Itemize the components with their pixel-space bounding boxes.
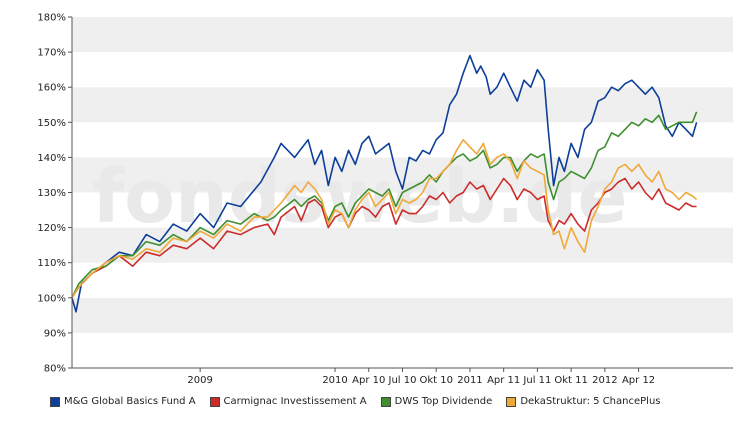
legend-label: M&G Global Basics Fund A xyxy=(64,396,196,407)
x-tick-label: Apr 10 xyxy=(352,375,385,386)
y-axis-ticks: 80% 90% 100% 110% 120% 130% 140% 150% 160% 170% 18… xyxy=(37,13,72,375)
x-tick-label: Okt 10 xyxy=(419,375,453,386)
series-line-3 xyxy=(71,111,698,299)
legend-swatch xyxy=(50,396,60,407)
grid-band xyxy=(72,122,733,158)
x-tick-label: 2011 xyxy=(457,375,482,386)
y-tick-label: 150% xyxy=(37,118,66,129)
series-line-2 xyxy=(71,177,697,299)
grid-band xyxy=(72,262,733,298)
x-tick-label: Apr 12 xyxy=(622,375,655,386)
legend-swatch xyxy=(209,396,220,407)
y-tick-label: 180% xyxy=(37,13,66,24)
x-tick-label: Jul 11 xyxy=(522,375,551,386)
legend-swatch xyxy=(506,396,517,407)
y-tick-label: 130% xyxy=(37,188,66,199)
y-tick-label: 120% xyxy=(37,223,66,234)
x-tick-label: Apr 11 xyxy=(487,375,520,386)
x-axis-ticks: 2009 2010 Apr 10 Jul 10 Okt 10 2011 Apr 11 Jul … xyxy=(187,368,655,386)
y-tick-label: 80% xyxy=(44,364,66,375)
series-line-4 xyxy=(71,139,698,299)
series-line-1 xyxy=(71,54,698,313)
y-tick-label: 110% xyxy=(37,258,66,269)
grid-band xyxy=(72,17,733,53)
x-tick-label: 2010 xyxy=(322,375,347,386)
legend-label: DekaStruktur: 5 ChancePlus xyxy=(520,396,661,407)
y-tick-label: 90% xyxy=(44,328,66,339)
legend-item-1: M&G Global Basics Fund A xyxy=(50,396,196,407)
legend-label: Carmignac Investissement A xyxy=(223,396,367,407)
legend-swatch xyxy=(380,396,391,407)
y-tick-label: 100% xyxy=(37,293,66,304)
grid-band xyxy=(72,332,733,368)
grid-band xyxy=(72,87,733,123)
legend-label: DWS Top Dividende xyxy=(394,396,493,407)
y-tick-label: 140% xyxy=(37,153,66,164)
legend: M&G Global Basics Fund A Carmignac Invest… xyxy=(50,396,675,407)
watermark: fondsweb.de xyxy=(92,154,628,240)
x-tick-label: Okt 11 xyxy=(554,375,588,386)
legend-item-3: DWS Top Dividende xyxy=(380,396,493,407)
grid-band xyxy=(72,297,733,333)
grid-band xyxy=(72,52,733,88)
y-tick-label: 160% xyxy=(37,83,66,94)
grid-band xyxy=(72,227,733,263)
x-tick-label: 2009 xyxy=(187,375,212,386)
x-tick-label: 2012 xyxy=(592,375,617,386)
y-tick-label: 170% xyxy=(37,48,66,59)
legend-item-4: DekaStruktur: 5 ChancePlus xyxy=(506,396,661,407)
legend-item-2: Carmignac Investissement A xyxy=(209,396,367,407)
x-tick-label: Jul 10 xyxy=(388,375,417,386)
series-lines xyxy=(71,54,698,313)
